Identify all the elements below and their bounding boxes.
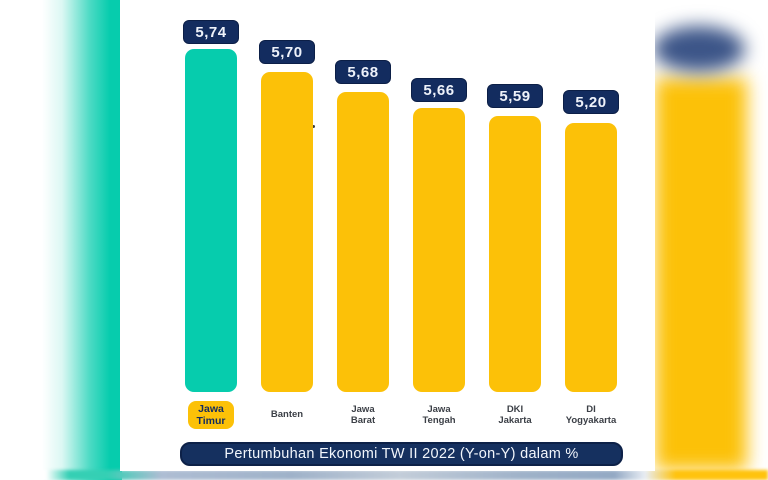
category-label-di-yogyakarta: DI Yogyakarta [565,403,617,427]
value-badge-jawa-barat: 5,68 [335,60,391,84]
bar-di-yogyakarta [565,123,617,392]
chart-title-banner: Pertumbuhan Ekonomi TW II 2022 (Y-on-Y) … [180,442,623,466]
background-blur-bottom-strip [0,470,768,480]
category-label-jawa-tengah: Jawa Tengah [422,403,456,427]
bar-jawa-barat [337,92,389,392]
chart-panel: Pertumbuhan Ekonomi TW II 2022 (Y-on-Y) … [120,0,655,471]
value-badge-dki-jakarta: 5,59 [487,84,543,108]
value-badge-banten: 5,70 [259,40,315,64]
background-blur-right-yellow-band [655,78,747,470]
bar-banten [261,72,313,392]
bar-jawa-timur [185,49,237,392]
chart-title: Pertumbuhan Ekonomi TW II 2022 (Y-on-Y) … [224,446,579,462]
bar-dki-jakarta [489,116,541,392]
highlight-label-chip: Jawa Timur [187,401,235,429]
category-label-dki-jakarta: DKI Jakarta [498,403,532,427]
category-label-banten: Banten [270,409,304,421]
background-blur-right-navy-blob [653,26,745,72]
bar-jawa-tengah [413,108,465,392]
value-badge-jawa-tengah: 5,66 [411,78,467,102]
category-label-jawa-barat: Jawa Barat [350,403,376,427]
value-badge-di-yogyakarta: 5,20 [563,90,619,114]
artifact-dot [312,125,315,128]
background-blur-left-teal-band [42,0,122,480]
category-label-jawa-timur: Jawa Timur [169,400,253,430]
value-badge-jawa-timur: 5,74 [183,20,239,44]
